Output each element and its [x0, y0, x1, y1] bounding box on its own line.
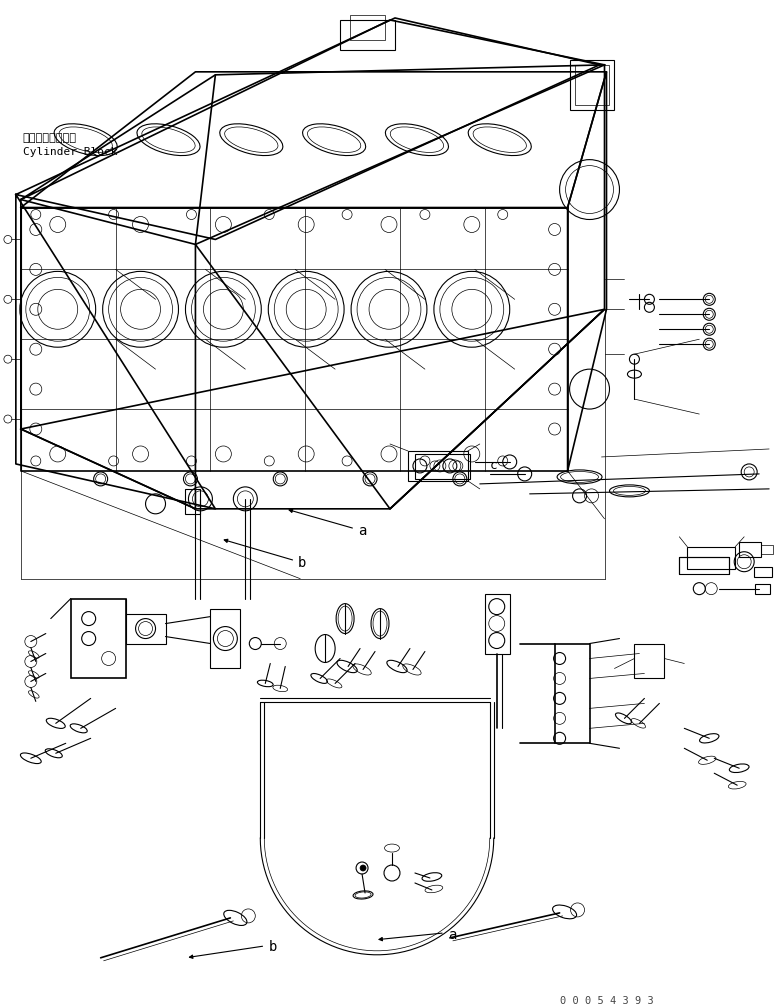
Bar [574, 65, 609, 105]
Text: a: a [448, 928, 456, 941]
Text: b: b [298, 555, 307, 570]
Bar [126, 614, 166, 643]
Bar [408, 451, 468, 481]
Bar [754, 566, 772, 577]
Bar [555, 643, 590, 743]
Bar [680, 556, 729, 574]
Bar [761, 544, 773, 553]
Bar [485, 594, 510, 653]
Text: 0 0 0 5 4 3 9 3: 0 0 0 5 4 3 9 3 [560, 996, 653, 1006]
Bar [415, 454, 470, 479]
Bar [340, 20, 395, 49]
Bar [570, 59, 615, 110]
Text: b: b [268, 939, 277, 954]
Bar [185, 489, 201, 514]
Circle shape [360, 865, 366, 871]
Bar [755, 584, 770, 594]
Text: a: a [358, 524, 367, 538]
Bar [350, 15, 385, 40]
Bar [210, 609, 240, 668]
Text: Cylinder Block: Cylinder Block [22, 147, 117, 156]
Bar [71, 599, 126, 678]
Text: シリンダブロック: シリンダブロック [22, 133, 77, 143]
Bar [739, 541, 761, 556]
Bar [635, 643, 664, 678]
Text: c: c [490, 459, 498, 472]
Bar [687, 546, 735, 569]
